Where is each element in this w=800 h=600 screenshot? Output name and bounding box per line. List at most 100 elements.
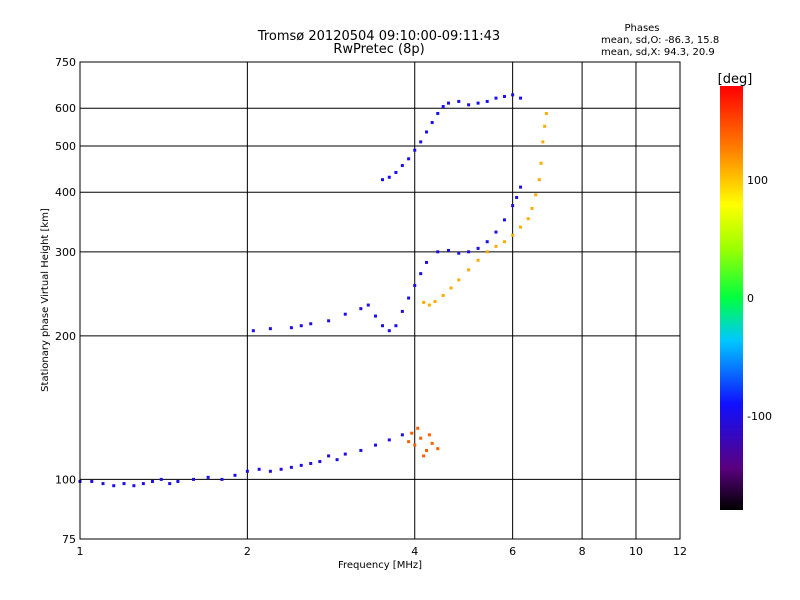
data-point [413, 148, 417, 152]
data-point [335, 458, 339, 462]
data-point [519, 225, 523, 229]
data-point [407, 440, 411, 444]
y-tick-label: 200 [55, 330, 76, 343]
data-point [168, 482, 172, 486]
data-point [279, 467, 283, 471]
data-point [544, 111, 548, 115]
data-point [400, 309, 404, 313]
y-tick-label: 300 [55, 246, 76, 259]
data-point [476, 246, 480, 250]
data-point [419, 436, 423, 440]
data-point [251, 329, 255, 333]
data-point [425, 130, 429, 134]
data-point [519, 96, 523, 100]
data-point [359, 448, 363, 452]
data-point [494, 96, 498, 100]
data-point [436, 250, 440, 254]
data-point [220, 477, 224, 481]
y-tick-label: 600 [55, 102, 76, 115]
data-point [485, 240, 489, 244]
data-point [425, 260, 429, 264]
data-point [413, 283, 417, 287]
data-point [422, 300, 426, 304]
data-point [387, 175, 391, 179]
data-point [494, 230, 498, 234]
data-point [427, 433, 431, 437]
data-point [502, 94, 506, 98]
data-point [441, 105, 445, 109]
data-point [394, 170, 398, 174]
x-tick-label: 1 [77, 545, 84, 558]
data-point [176, 479, 180, 483]
data-point [446, 101, 450, 105]
data-point [299, 463, 303, 467]
data-point [467, 103, 471, 107]
data-point [502, 240, 506, 244]
data-point [449, 286, 453, 290]
colorbar-tick-labels: 100 0 -100 [747, 174, 772, 423]
data-point [359, 307, 363, 311]
data-point [467, 250, 471, 254]
data-point [309, 461, 313, 465]
data-point [141, 482, 145, 486]
chart-title: Tromsø 20120504 09:10:00-09:11:43 [257, 29, 500, 44]
data-point [257, 467, 261, 471]
colorbar-tick-label: -100 [747, 410, 772, 423]
chart-subtitle: RwPretec (8p) [333, 42, 424, 57]
data-point [457, 99, 461, 103]
data-point [427, 303, 431, 307]
data-point [122, 482, 126, 486]
y-tick-label: 500 [55, 140, 76, 153]
colorbar-tick-label: 0 [747, 292, 754, 305]
data-point [233, 473, 237, 477]
data-point [425, 448, 429, 452]
colorbar-tick-label: 100 [747, 174, 768, 187]
data-point [515, 195, 519, 199]
data-point [502, 218, 506, 222]
data-point [112, 484, 116, 488]
plot-frame [79, 61, 681, 540]
data-point [407, 157, 411, 161]
y-tick-labels: 75 100 200 300 400 500 600 750 [55, 56, 76, 546]
data-point [318, 460, 322, 464]
data-point [387, 329, 391, 333]
x-tick-label: 12 [673, 545, 687, 558]
data-point [394, 324, 398, 328]
data-point [436, 111, 440, 115]
data-point [476, 101, 480, 105]
y-tick-label: 400 [55, 186, 76, 199]
data-point [485, 250, 489, 254]
data-point [289, 465, 293, 469]
data-point [400, 164, 404, 168]
data-point [457, 278, 461, 282]
data-point [494, 244, 498, 248]
data-point [457, 251, 461, 255]
data-point [526, 217, 530, 221]
data-point [380, 324, 384, 328]
data-point [436, 447, 440, 451]
data-point [441, 293, 445, 297]
data-point [90, 479, 94, 483]
data-point [416, 426, 420, 430]
data-point [534, 193, 538, 197]
data-point [537, 178, 541, 182]
grid-lines [80, 62, 680, 539]
phases-legend-x: mean, sd,X: 94.3, 20.9 [601, 47, 715, 58]
colorbar-label: [deg] [718, 72, 753, 87]
x-tick-label: 2 [244, 545, 251, 558]
data-point [511, 93, 515, 97]
data-point [530, 206, 534, 210]
data-point [191, 477, 195, 481]
data-point [485, 99, 489, 103]
data-point [299, 324, 303, 328]
x-tick-labels: 1 2 4 6 8 10 12 [77, 545, 688, 558]
data-point [373, 314, 377, 318]
data-point [419, 272, 423, 276]
data-point [430, 121, 434, 125]
data-point [430, 441, 434, 445]
data-points [78, 93, 548, 488]
y-tick-label: 750 [55, 56, 76, 69]
data-point [467, 268, 471, 272]
data-point [150, 479, 154, 483]
